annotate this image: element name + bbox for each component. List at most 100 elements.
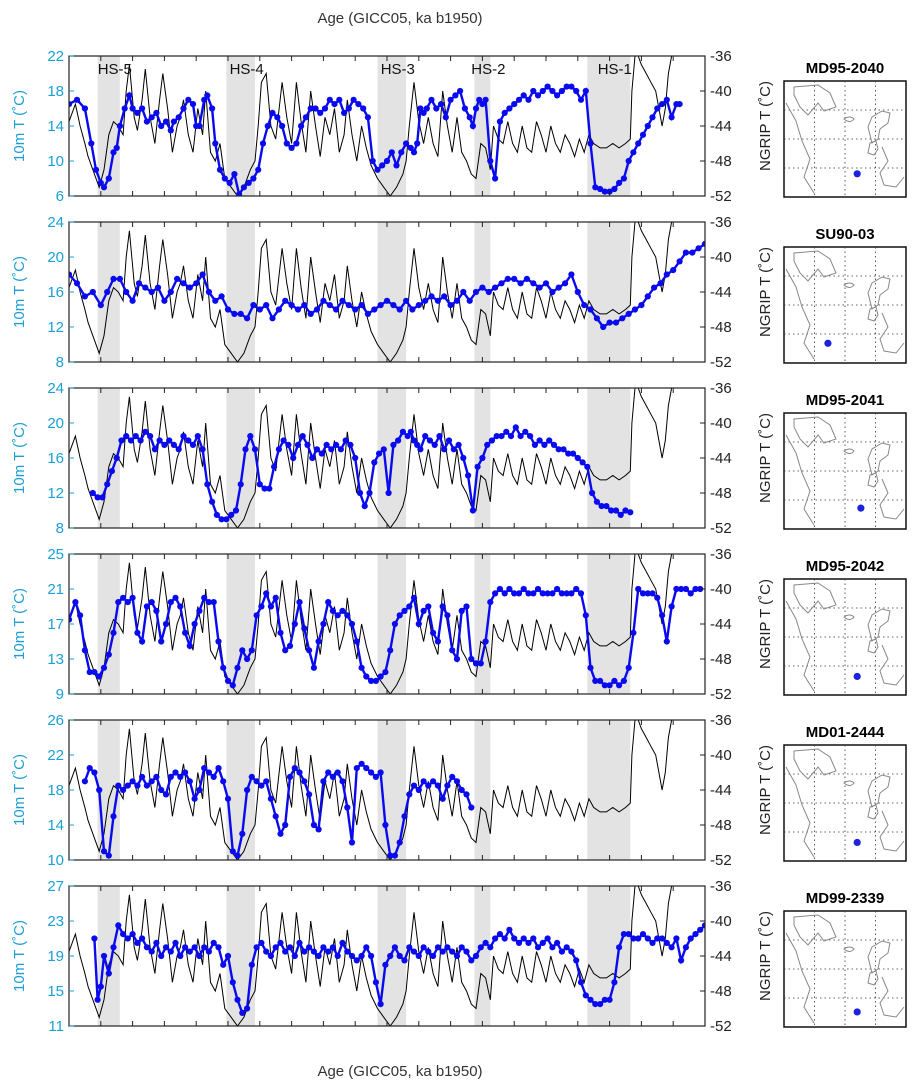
data-point (550, 441, 558, 448)
data-point (534, 585, 542, 593)
left-axis-label: 10m T (˚C) (11, 588, 28, 660)
data-point (139, 105, 146, 112)
data-point (97, 983, 104, 990)
data-point (520, 935, 527, 942)
data-point (329, 773, 336, 781)
data-point (612, 507, 620, 514)
data-point (558, 590, 566, 597)
data-point (616, 682, 623, 689)
data-point (167, 288, 174, 296)
data-point (606, 996, 613, 1003)
iberia-coast (879, 312, 905, 354)
data-point (124, 935, 131, 942)
data-point (143, 603, 150, 610)
data-point (153, 109, 160, 116)
america-coast (785, 932, 815, 1024)
left-tick-label: 19 (47, 948, 64, 965)
data-point (453, 297, 461, 304)
data-point (501, 590, 508, 597)
data-point (562, 280, 569, 287)
data-point (363, 765, 370, 772)
ngrip-line (69, 222, 682, 362)
data-point (148, 114, 155, 121)
event-band (377, 56, 407, 196)
data-point (358, 302, 365, 309)
data-point (644, 935, 651, 942)
data-point (382, 669, 389, 676)
data-point (356, 489, 364, 497)
data-point (639, 131, 647, 138)
data-point (77, 612, 84, 619)
right-tick-label: -40 (710, 249, 732, 266)
data-point (115, 782, 122, 789)
data-point (654, 594, 661, 601)
data-point (366, 489, 373, 497)
data-point (434, 297, 441, 304)
data-point (96, 673, 103, 680)
data-point (231, 310, 238, 317)
temperature-line (83, 762, 473, 859)
data-point (353, 638, 360, 645)
data-point (539, 590, 546, 597)
data-point (651, 284, 658, 291)
data-point (568, 83, 575, 90)
data-point (430, 952, 437, 960)
data-point (320, 778, 327, 785)
data-point (549, 590, 556, 597)
data-point (619, 315, 626, 322)
data-point (377, 1001, 384, 1008)
data-point (371, 459, 378, 466)
data-point (105, 970, 112, 977)
data-point (126, 92, 133, 99)
data-point (453, 778, 461, 785)
data-point (272, 594, 279, 601)
data-point (116, 275, 123, 282)
data-point (344, 804, 351, 811)
data-point (296, 599, 303, 606)
data-point (603, 503, 610, 510)
data-point (353, 957, 360, 964)
map-md01-2444: MD01-2444 (783, 724, 907, 862)
panel-md95-2040: HS-5 HS-4 HS-3 HS-2 HS-1 6 10 14 18 22 -36 -40 -44 -4… (11, 48, 774, 205)
data-point (420, 778, 427, 785)
event-band (377, 222, 407, 362)
data-point (97, 179, 104, 186)
data-point (592, 677, 599, 685)
data-point (306, 647, 313, 654)
britain-coast (867, 804, 879, 820)
data-point (479, 454, 486, 462)
data-point (186, 948, 193, 955)
right-axis-label: NGRIP T (˚C) (757, 745, 774, 835)
data-point (310, 948, 317, 955)
data-point (81, 647, 88, 654)
data-point (487, 599, 494, 606)
data-point (496, 585, 503, 593)
data-point (511, 935, 518, 942)
data-point (593, 315, 601, 322)
data-point (212, 297, 219, 304)
data-point (220, 664, 227, 671)
data-point (115, 922, 122, 929)
data-point (245, 179, 252, 186)
data-point (536, 284, 543, 291)
data-point (339, 297, 346, 304)
data-point (364, 310, 371, 317)
data-point (682, 249, 690, 256)
data-point (97, 302, 104, 309)
data-point (342, 437, 349, 444)
data-point (204, 481, 211, 488)
data-point (339, 778, 346, 785)
map-su90-03: SU90-03 (783, 226, 907, 364)
left-tick-label: 16 (47, 450, 64, 467)
data-point (89, 489, 96, 497)
data-point (180, 280, 187, 287)
data-point (348, 952, 356, 960)
data-point (555, 284, 562, 291)
data-point (387, 952, 394, 960)
plot-area (69, 720, 682, 860)
data-point (220, 961, 227, 968)
data-point (321, 105, 329, 112)
data-point (142, 284, 149, 291)
data-point (444, 612, 451, 619)
data-point (320, 620, 327, 628)
